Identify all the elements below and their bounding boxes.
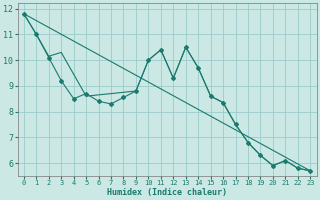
X-axis label: Humidex (Indice chaleur): Humidex (Indice chaleur) <box>107 188 227 197</box>
